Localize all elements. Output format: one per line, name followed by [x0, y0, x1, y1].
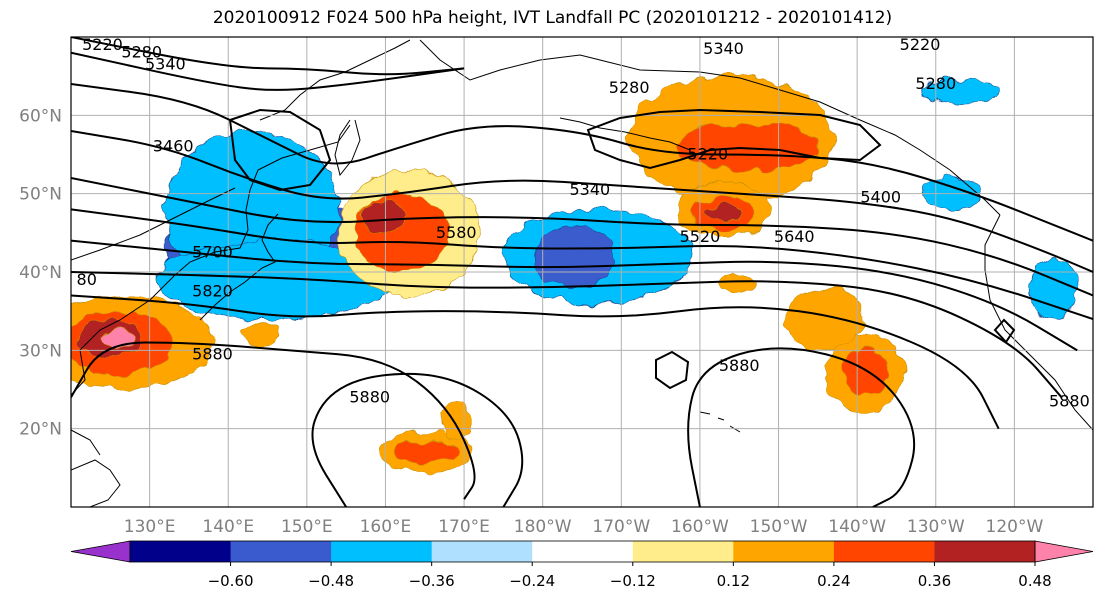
contour-label: 5340: [703, 39, 744, 58]
colorbar-extend-low: [70, 540, 131, 563]
colorbar-tick-label: −0.12: [610, 572, 656, 590]
colorbar-tick-label: 0.36: [918, 572, 951, 590]
contour-high-closed-2: [993, 318, 1016, 344]
longitude-tick-label: 150°E: [281, 517, 333, 537]
colorbar-tick-label: 0.12: [717, 572, 750, 590]
aleutian-islands: [559, 117, 691, 151]
longitude-tick-label: 150°W: [750, 517, 808, 537]
height-contour-5580: [71, 208, 1093, 320]
graticule: [71, 37, 1093, 507]
ivt-shade-region: [393, 440, 457, 465]
ivt-shade-region: [707, 205, 740, 222]
colorbar-tick-label: −0.48: [308, 572, 354, 590]
coastline-north-america: [984, 214, 1093, 431]
contour-label: 5640: [774, 227, 815, 246]
coastline-asia: [71, 39, 411, 507]
height-contour-5640: [71, 239, 1078, 352]
colorbar-segment: [532, 541, 634, 562]
colorbar-segment: [230, 541, 332, 562]
latitude-tick-label: 60°N: [19, 106, 62, 126]
colorbar-segment: [833, 541, 935, 562]
latitude-tick-label: 40°N: [19, 263, 62, 283]
contour-label: 3460: [153, 137, 194, 156]
contour-label: 5820: [192, 282, 233, 301]
height-contour-5460: [71, 130, 1093, 273]
ivt-shade-region: [534, 224, 614, 288]
contour-label: 5880: [192, 344, 233, 363]
latitude-tick-label: 50°N: [19, 185, 62, 205]
height-contour-5880: [71, 341, 476, 500]
height-contour-5820: [71, 294, 1000, 430]
map-title: 2020100912 F024 500 hPa height, IVT Land…: [212, 8, 893, 28]
map-frame: [70, 36, 1094, 508]
contour-label: 5280: [915, 74, 956, 93]
height-contour-5520: [71, 177, 1093, 297]
longitude-tick-label: 120°W: [986, 517, 1044, 537]
contour-label: 5580: [436, 223, 477, 242]
longitude-tick-label: 160°E: [360, 517, 412, 537]
height-contour-5700: [71, 271, 1063, 398]
latitude-tick-label: 30°N: [19, 341, 62, 361]
contour-label: 5880: [1049, 391, 1090, 410]
colorbar-tick-label: 0.24: [817, 572, 850, 590]
contour-label: 5880: [349, 387, 390, 406]
ivt-shade-region: [719, 275, 760, 292]
ivt-shade-region: [239, 322, 280, 347]
coastline-kamchatka: [334, 119, 361, 177]
longitude-tick-label: 140°W: [828, 517, 886, 537]
ivt-shade-region: [676, 122, 819, 171]
longitude-tick-label: 160°W: [671, 517, 729, 537]
height-contour-5340: [71, 83, 1093, 242]
colorbar-outline: [129, 540, 1036, 563]
longitude-tick-label: 140°E: [202, 517, 254, 537]
latitude-tick-label: 20°N: [19, 420, 62, 440]
contour-label: 5280: [609, 78, 650, 97]
contour-high-closed-1: [655, 350, 690, 390]
colorbar-segment: [130, 541, 232, 562]
ivt-shade-region: [440, 400, 473, 441]
contour-label: 5280: [121, 43, 162, 62]
contour-label: 5400: [860, 188, 901, 207]
coastline-japan: [199, 213, 279, 321]
ivt-shade-region: [1029, 256, 1078, 320]
axis-tick-labels: 130°E 140°E 150°E 160°E 170°E 180°W 170°W 160°W…: [19, 106, 1043, 537]
height-contour-5880: [687, 347, 916, 507]
height-contour-5220: [71, 37, 465, 76]
colorbar-extend-high: [1034, 540, 1094, 563]
colorbar-segment: [632, 541, 734, 562]
contour-label: 5700: [192, 242, 233, 261]
contour-label: 5220: [900, 35, 941, 54]
contour-label: 5340: [145, 54, 186, 73]
coastline-alaska: [419, 39, 1001, 216]
colorbar-segment: [431, 541, 533, 562]
ivt-shade-region: [786, 287, 866, 351]
contour-label: 5220: [687, 145, 728, 164]
colorbar-segment: [331, 541, 433, 562]
colorbar: −0.60 −0.48 −0.36 −0.24 −0.12 0.12 0.24 0.36 0.4…: [70, 540, 1094, 590]
longitude-tick-label: 130°E: [124, 517, 176, 537]
colorbar-segment: [733, 541, 835, 562]
contour-label: 80: [77, 270, 97, 289]
longitude-tick-label: 130°W: [907, 517, 965, 537]
longitude-tick-label: 170°W: [592, 517, 650, 537]
height-contour-5280: [71, 51, 465, 91]
colorbar-tick-label: −0.24: [509, 572, 555, 590]
contour-label: 5340: [570, 180, 611, 199]
colorbar-tick-label: −0.60: [208, 572, 254, 590]
coastlines: [71, 39, 1093, 507]
contour-label: 5520: [680, 227, 721, 246]
contour-low-closed-2: [228, 108, 332, 192]
longitude-tick-label: 180°W: [514, 517, 572, 537]
height-contour-5880: [311, 372, 524, 507]
longitude-tick-label: 170°E: [438, 517, 490, 537]
contour-label: 5880: [719, 356, 760, 375]
ivt-shade-region: [919, 79, 999, 104]
colorbar-segment: [934, 541, 1036, 562]
contour-label: 5220: [82, 35, 123, 54]
height-contours: [71, 37, 1093, 507]
colorbar-tick-label: 0.48: [1018, 572, 1051, 590]
colorbar-tick-label: −0.36: [409, 572, 455, 590]
